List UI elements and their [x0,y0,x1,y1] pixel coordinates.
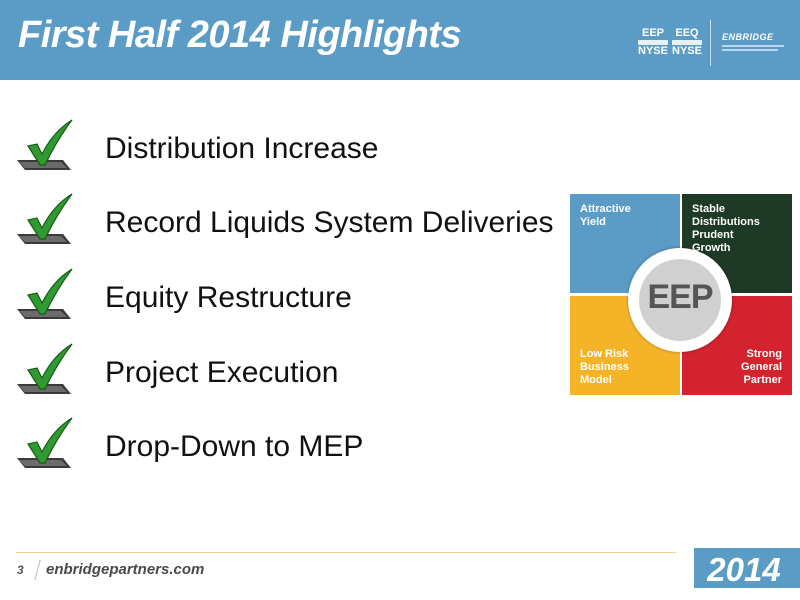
checkmark-icon [17,343,73,394]
quadrant-line: Prudent [692,229,734,241]
eep-value-graphic: Attractive Yield Stable Distributions Pr… [566,190,794,396]
highlight-label: Project Execution [105,356,339,389]
title-bar: First Half 2014 Highlights EEP NYSE EEQ … [0,0,800,80]
highlight-item: Distribution Increase [14,118,574,178]
logo-wordmark: ENBRIDGE [722,32,774,42]
center-label: EEP [647,278,713,316]
ticker-exchange: NYSE [672,45,702,57]
quadrant-stable-distributions: Stable Distributions Prudent Growth [682,194,792,293]
eeq-ticker-badge: EEQ NYSE [670,28,704,57]
website-link[interactable]: enbridgepartners.com [46,561,205,578]
highlight-label: Distribution Increase [105,132,379,165]
header-divider [710,20,711,66]
logo-subtext-line [722,49,778,51]
quadrant-line: Growth [692,242,731,254]
checkmark-icon [17,119,73,170]
quadrant-line: Business [580,361,629,373]
highlight-label: Equity Restructure [105,281,352,314]
logo-subtext-line [722,45,784,47]
slide-title: First Half 2014 Highlights [18,14,462,56]
footer-separator [34,560,41,580]
highlight-label: Record Liquids System Deliveries [105,206,554,239]
eep-ticker-badge: EEP NYSE [636,28,670,57]
highlight-item: Drop-Down to MEP [14,416,574,476]
ticker-exchange: NYSE [638,45,668,57]
checkmark-icon [17,417,73,468]
ticker-symbol: EEP [641,27,664,39]
quadrant-line: Strong [746,348,782,360]
quadrant-line: Yield [580,216,606,228]
center-disc [639,259,721,341]
highlight-item: Record Liquids System Deliveries [14,192,574,252]
quadrant-line: Model [580,374,612,386]
quadrant-line: Low Risk [580,348,629,360]
page-number: 3 [17,563,24,577]
footer-divider [16,552,676,553]
quadrant-line: General [741,361,782,373]
quadrant-line: Partner [743,374,782,386]
highlight-item: Project Execution [14,342,574,402]
highlight-item: Equity Restructure [14,267,574,327]
quadrant-line: Stable [692,203,726,215]
quadrant-line: Attractive [580,203,631,215]
year-badge: 2014 [694,548,800,588]
checkmark-icon [17,268,73,319]
ticker-symbol: EEQ [675,27,699,39]
quadrant-line: Distributions [692,216,760,228]
ticker-divider [672,40,702,45]
year-label: 2014 [707,551,781,588]
ticker-divider [638,40,668,45]
checkmark-icon [17,193,73,244]
highlight-label: Drop-Down to MEP [105,430,364,463]
enbridge-logo: ENBRIDGE [722,32,792,51]
